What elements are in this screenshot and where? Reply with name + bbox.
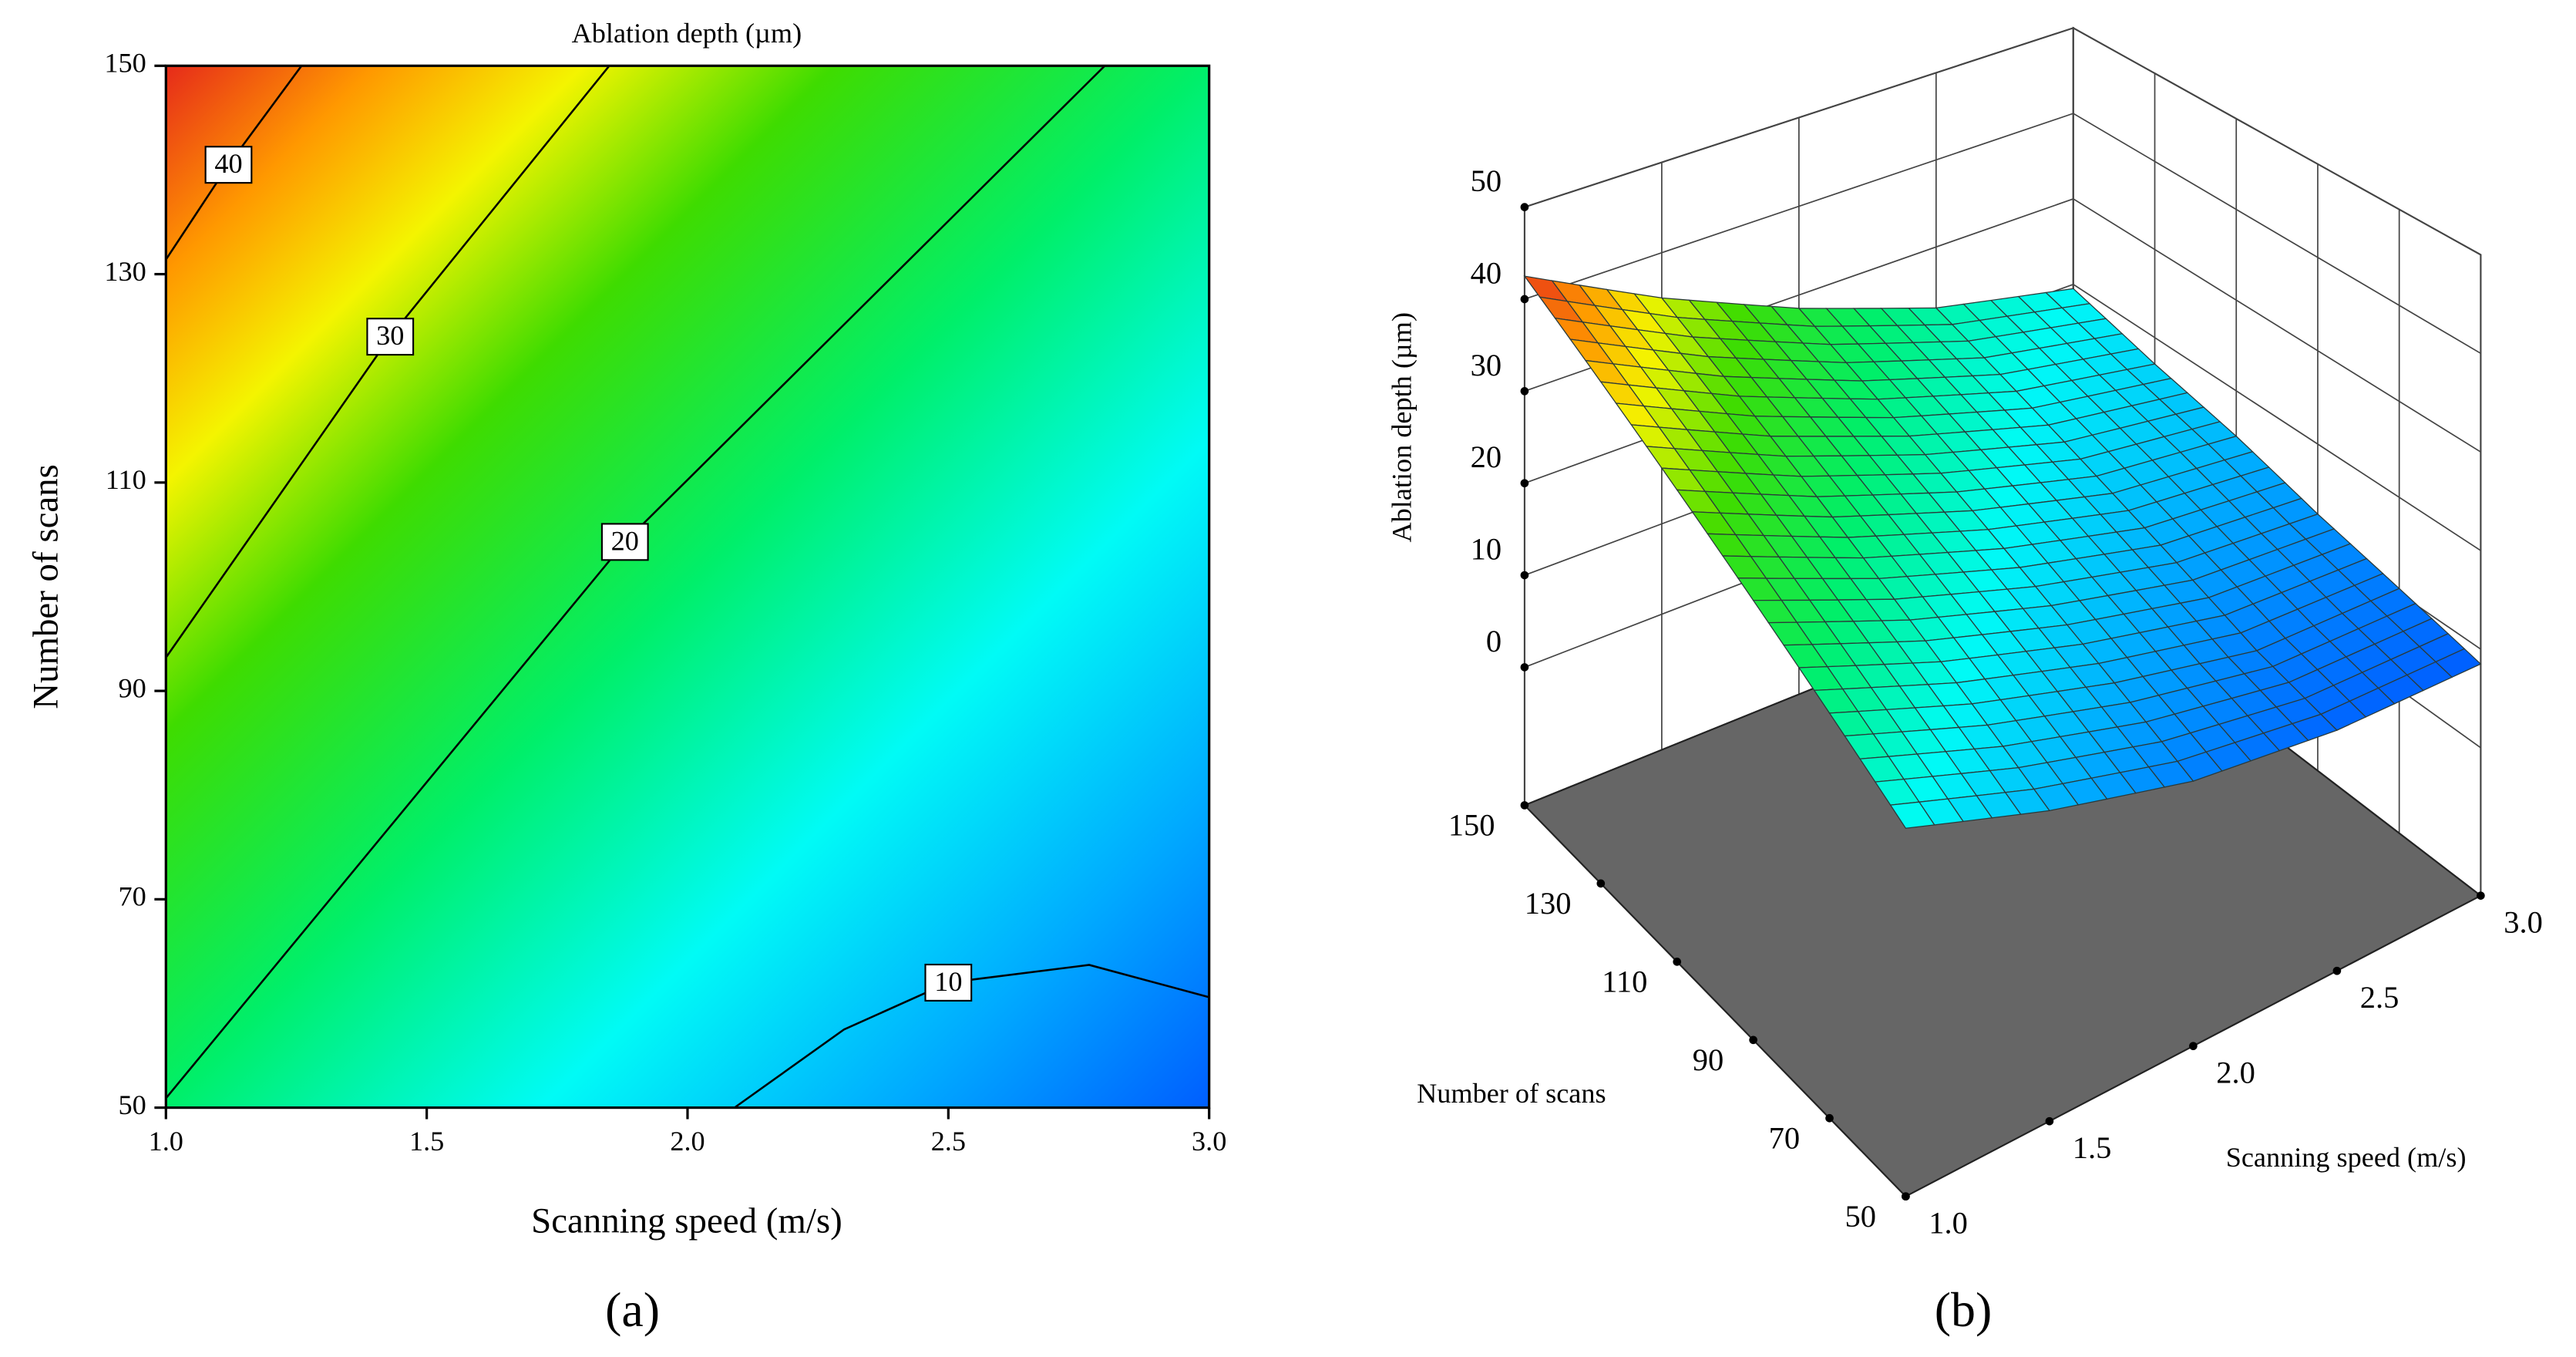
y-tick [1520,801,1529,810]
contour-label-box [366,318,415,356]
y-tick-label: 50 [118,1089,146,1120]
z-tick [1520,663,1529,672]
panel-label: (a) [605,1282,660,1337]
z-tick-label: 20 [1471,439,1502,474]
y-tick-label: 110 [106,464,146,495]
y-tick [1596,879,1606,888]
x-tick [2477,891,2485,900]
y-tick-label: 70 [1769,1120,1800,1155]
z-tick-label: 10 [1471,532,1502,567]
z-tick-label: 40 [1471,255,1502,290]
contour-label-box [204,146,253,184]
x-axis-label: Scanning speed (m/s) [531,1201,842,1241]
contour-label: 30 [376,320,404,351]
x-axis-label: Scanning speed (m/s) [2226,1142,2467,1173]
z-tick [1520,203,1529,211]
z-tick [1520,295,1529,304]
y-tick-label: 150 [1448,808,1495,843]
y-axis-label: Number of scans [26,464,66,709]
y-tick-label: 90 [1693,1042,1723,1077]
x-tick-label: 2.0 [670,1126,705,1157]
contour-label-box [600,523,649,561]
contour-label: 20 [611,525,639,556]
z-tick [1520,571,1529,580]
x-tick-label: 1.0 [149,1126,183,1157]
y-tick-label: 130 [1525,886,1572,921]
contour-label: 40 [214,148,242,179]
y-tick-label: 50 [1845,1199,1876,1234]
contour-fill [166,66,1209,1108]
y-tick-label: 70 [118,881,146,912]
y-tick [1749,1035,1757,1045]
z-tick-label: 0 [1486,624,1502,658]
z-axis-label: Ablation depth (µm) [1387,312,1417,543]
y-tick-label: 130 [104,256,146,287]
y-tick-label: 110 [1602,964,1647,998]
x-tick [2189,1042,2198,1051]
x-tick-label: 3.0 [1192,1126,1226,1157]
x-tick-label: 2.5 [931,1126,966,1157]
x-tick [2332,966,2342,975]
y-tick [1673,958,1682,966]
chart-title: Ablation depth (µm) [572,18,802,49]
y-tick-label: 150 [104,48,146,79]
contour-label: 10 [934,966,962,997]
x-tick-label: 2.0 [2216,1055,2255,1089]
y-tick [1825,1113,1834,1123]
y-axis-label: Number of scans [1417,1078,1606,1109]
x-tick-label: 1.0 [1929,1205,1968,1240]
z-tick-label: 30 [1471,348,1502,382]
x-tick [1902,1192,1910,1201]
x-tick-label: 3.0 [2504,904,2543,939]
surface-cell [1889,801,1935,829]
z-tick [1520,479,1529,488]
contour-label-box [924,963,973,1002]
x-tick [2045,1116,2054,1126]
x-tick-label: 1.5 [409,1126,444,1157]
y-tick-label: 90 [118,672,146,703]
z-tick [1520,387,1529,396]
z-tick-label: 50 [1471,163,1502,198]
x-tick-label: 1.5 [2073,1130,2112,1165]
x-tick-label: 2.5 [2360,980,2399,1015]
panel-label: (b) [1935,1282,1993,1337]
